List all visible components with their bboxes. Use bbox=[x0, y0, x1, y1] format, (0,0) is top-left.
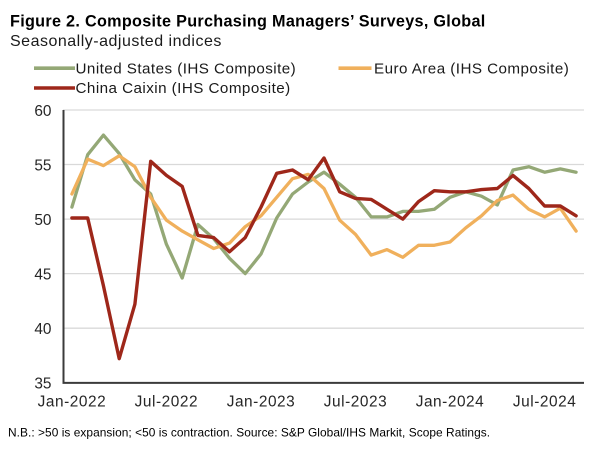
svg-text:China Caixin (IHS Composite): China Caixin (IHS Composite) bbox=[76, 80, 291, 97]
svg-text:Jan-2024: Jan-2024 bbox=[416, 393, 485, 410]
svg-text:Figure 2. Composite Purchasing: Figure 2. Composite Purchasing Managers’… bbox=[10, 13, 486, 31]
svg-text:55: 55 bbox=[34, 158, 51, 175]
svg-text:45: 45 bbox=[34, 267, 51, 284]
svg-text:40: 40 bbox=[34, 321, 51, 338]
svg-text:United States (IHS Composite): United States (IHS Composite) bbox=[76, 60, 297, 77]
svg-text:Jul-2024: Jul-2024 bbox=[513, 393, 576, 410]
svg-text:Jan-2022: Jan-2022 bbox=[38, 393, 107, 410]
svg-text:Jan-2023: Jan-2023 bbox=[227, 393, 296, 410]
svg-text:35: 35 bbox=[34, 376, 51, 393]
svg-text:50: 50 bbox=[34, 212, 51, 229]
svg-text:Seasonally-adjusted indices: Seasonally-adjusted indices bbox=[10, 33, 222, 50]
svg-text:Euro Area (IHS Composite): Euro Area (IHS Composite) bbox=[374, 60, 569, 77]
svg-text:Jul-2022: Jul-2022 bbox=[135, 393, 198, 410]
svg-text:60: 60 bbox=[34, 103, 51, 120]
svg-text:Jul-2023: Jul-2023 bbox=[324, 393, 387, 410]
svg-text:N.B.: >50 is expansion; <50 is: N.B.: >50 is expansion; <50 is contracti… bbox=[8, 426, 490, 440]
